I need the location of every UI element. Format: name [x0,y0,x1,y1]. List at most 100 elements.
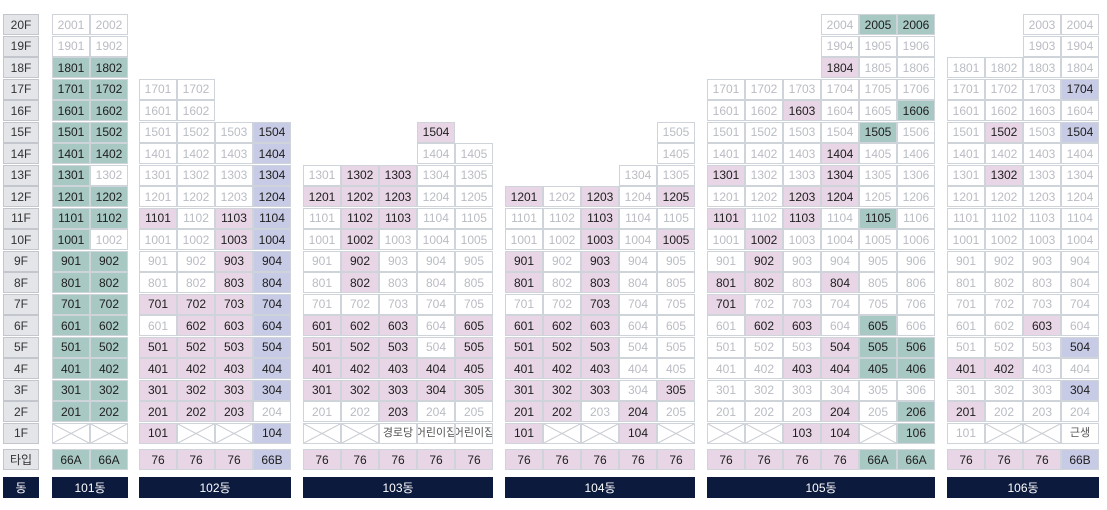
unit-cell: 1201 [505,186,543,207]
unit-cell: 1101 [707,207,745,229]
floor-label: 1F [3,422,39,444]
type-row-label: 타입 [3,449,39,470]
unit-cell: 1403 [215,143,253,164]
unit-cell: 401 [947,358,985,379]
unit-cell: 901 [139,250,177,272]
unit-cell: 603 [379,315,417,336]
unit-cell: 402 [543,358,581,379]
unit-cell: 302 [341,379,379,401]
unit-cell: 1702 [90,78,128,100]
unit-cell: 202 [745,401,783,422]
unit-cell: 1302 [985,164,1023,186]
floor-label: 3F [3,379,39,401]
unit-cell: 203 [581,401,619,422]
unit-cell: 402 [341,358,379,379]
type-cell: 66A [897,449,935,470]
unit-cell: 1402 [985,143,1023,164]
unit-cell: 1305 [859,164,897,186]
unit-cell: 1303 [379,164,417,186]
unit-cell: 303 [215,379,253,401]
unit-cell: 1301 [139,164,177,186]
unit-cell: 601 [303,315,341,336]
unit-cell: 704 [417,293,455,315]
unit-cell: 201 [505,401,543,422]
type-cell: 66B [253,449,291,470]
empty-cell [707,422,745,444]
unit-cell: 902 [90,250,128,272]
unit-cell: 304 [253,379,291,401]
unit-cell: 204 [821,401,859,422]
type-cell: 76 [619,449,657,470]
unit-cell: 305 [859,379,897,401]
unit-cell: 402 [985,358,1023,379]
empty-cell [543,422,581,444]
unit-cell: 1404 [253,143,291,164]
unit-cell: 902 [177,250,215,272]
unit-cell: 603 [783,315,821,336]
unit-cell: 1204 [619,186,657,207]
unit-cell: 1802 [90,57,128,78]
unit-cell: 1202 [543,186,581,207]
unit-cell: 103 [783,422,821,444]
dong-name: 106동 [947,477,1099,498]
cross-icon [544,423,580,443]
floor-label: 6F [3,315,39,336]
unit-cell: 2005 [859,14,897,35]
unit-cell: 405 [859,358,897,379]
type-cell: 76 [657,449,695,470]
unit-cell: 303 [581,379,619,401]
unit-cell: 302 [177,379,215,401]
unit-cell: 403 [783,358,821,379]
unit-cell: 505 [859,336,897,358]
floor-label: 13F [3,164,39,186]
unit-cell: 602 [90,315,128,336]
unit-cell: 104 [253,422,291,444]
unit-cell: 801 [505,272,543,293]
unit-cell: 1004 [253,229,291,250]
unit-cell: 602 [341,315,379,336]
unit-cell: 1902 [90,35,128,57]
floor-label: 15F [3,121,39,143]
unit-cell: 1002 [90,229,128,250]
unit-cell: 1504 [417,121,455,143]
unit-cell: 304 [1061,379,1099,401]
unit-cell: 1803 [1023,57,1061,78]
unit-cell: 1002 [177,229,215,250]
unit-cell: 1602 [985,100,1023,121]
unit-cell: 804 [1061,272,1099,293]
unit-cell: 903 [1023,250,1061,272]
unit-cell: 703 [215,293,253,315]
unit-cell: 1104 [253,207,291,229]
unit-cell: 1904 [821,35,859,57]
unit-cell: 1406 [897,143,935,164]
unit-cell: 502 [341,336,379,358]
unit-cell: 104 [821,422,859,444]
unit-cell: 202 [543,401,581,422]
unit-cell: 803 [581,272,619,293]
unit-cell: 1301 [52,164,90,186]
floor-label: 7F [3,293,39,315]
unit-cell: 301 [947,379,985,401]
unit-cell: 205 [657,401,695,422]
unit-cell: 302 [745,379,783,401]
unit-cell: 804 [253,272,291,293]
unit-cell: 1104 [1061,207,1099,229]
unit-cell: 705 [859,293,897,315]
unit-cell: 1604 [821,100,859,121]
unit-cell: 404 [1061,358,1099,379]
unit-cell: 2004 [1061,14,1099,35]
type-cell: 76 [215,449,253,470]
unit-cell: 1702 [745,78,783,100]
unit-cell: 405 [455,358,493,379]
unit-cell: 501 [303,336,341,358]
unit-cell: 1303 [215,164,253,186]
dong-name: 105동 [707,477,935,498]
unit-cell: 1105 [455,207,493,229]
unit-cell: 1301 [947,164,985,186]
cross-icon [91,423,127,443]
empty-cell [52,422,90,444]
type-cell: 76 [707,449,745,470]
unit-cell: 1502 [90,121,128,143]
unit-cell: 905 [455,250,493,272]
unit-cell: 805 [859,272,897,293]
